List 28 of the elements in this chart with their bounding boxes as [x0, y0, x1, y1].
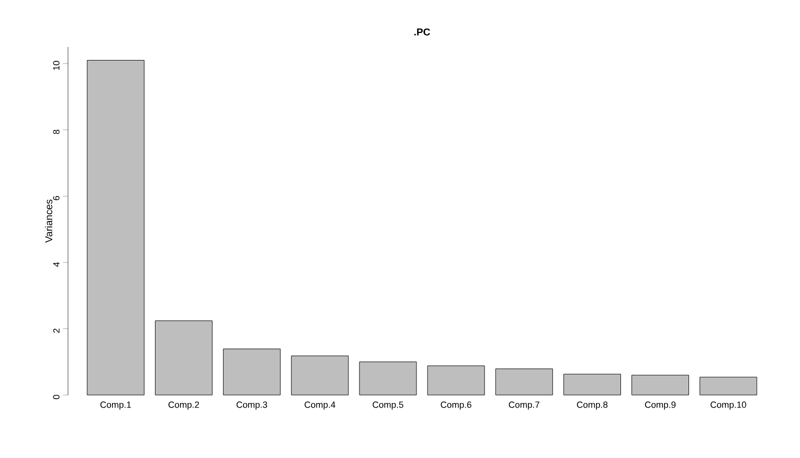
- bar: [291, 356, 349, 396]
- y-axis-title: Variances: [44, 200, 52, 243]
- bar: [223, 348, 281, 396]
- x-tick-label: Comp.10: [710, 402, 746, 410]
- x-tick-label: Comp.1: [100, 402, 131, 410]
- x-tick-label: Comp.5: [372, 402, 404, 410]
- x-tick-label: Comp.8: [576, 402, 608, 410]
- bar: [632, 374, 690, 396]
- y-tick-label: 10: [53, 60, 60, 70]
- x-tick-label: Comp.2: [168, 402, 199, 410]
- bar: [563, 374, 621, 396]
- x-tick-label: Comp.9: [645, 402, 676, 410]
- y-tick-label: 2: [53, 328, 60, 333]
- x-tick-label: Comp.4: [304, 402, 336, 410]
- x-tick-label: Comp.6: [440, 402, 472, 410]
- y-tick-label: 4: [53, 262, 60, 267]
- y-tick-label: 8: [53, 130, 60, 134]
- bar: [495, 368, 553, 396]
- x-tick-label: Comp.7: [508, 402, 540, 410]
- bar: [427, 366, 485, 396]
- y-tick-label: 0: [53, 394, 60, 400]
- x-tick-label: Comp.3: [236, 402, 268, 410]
- bar: [86, 60, 144, 396]
- y-tick-label: 6: [53, 196, 60, 200]
- bar: [359, 362, 417, 396]
- bar: [154, 320, 212, 396]
- bar: [700, 376, 758, 396]
- chart-title: .PC: [414, 28, 430, 36]
